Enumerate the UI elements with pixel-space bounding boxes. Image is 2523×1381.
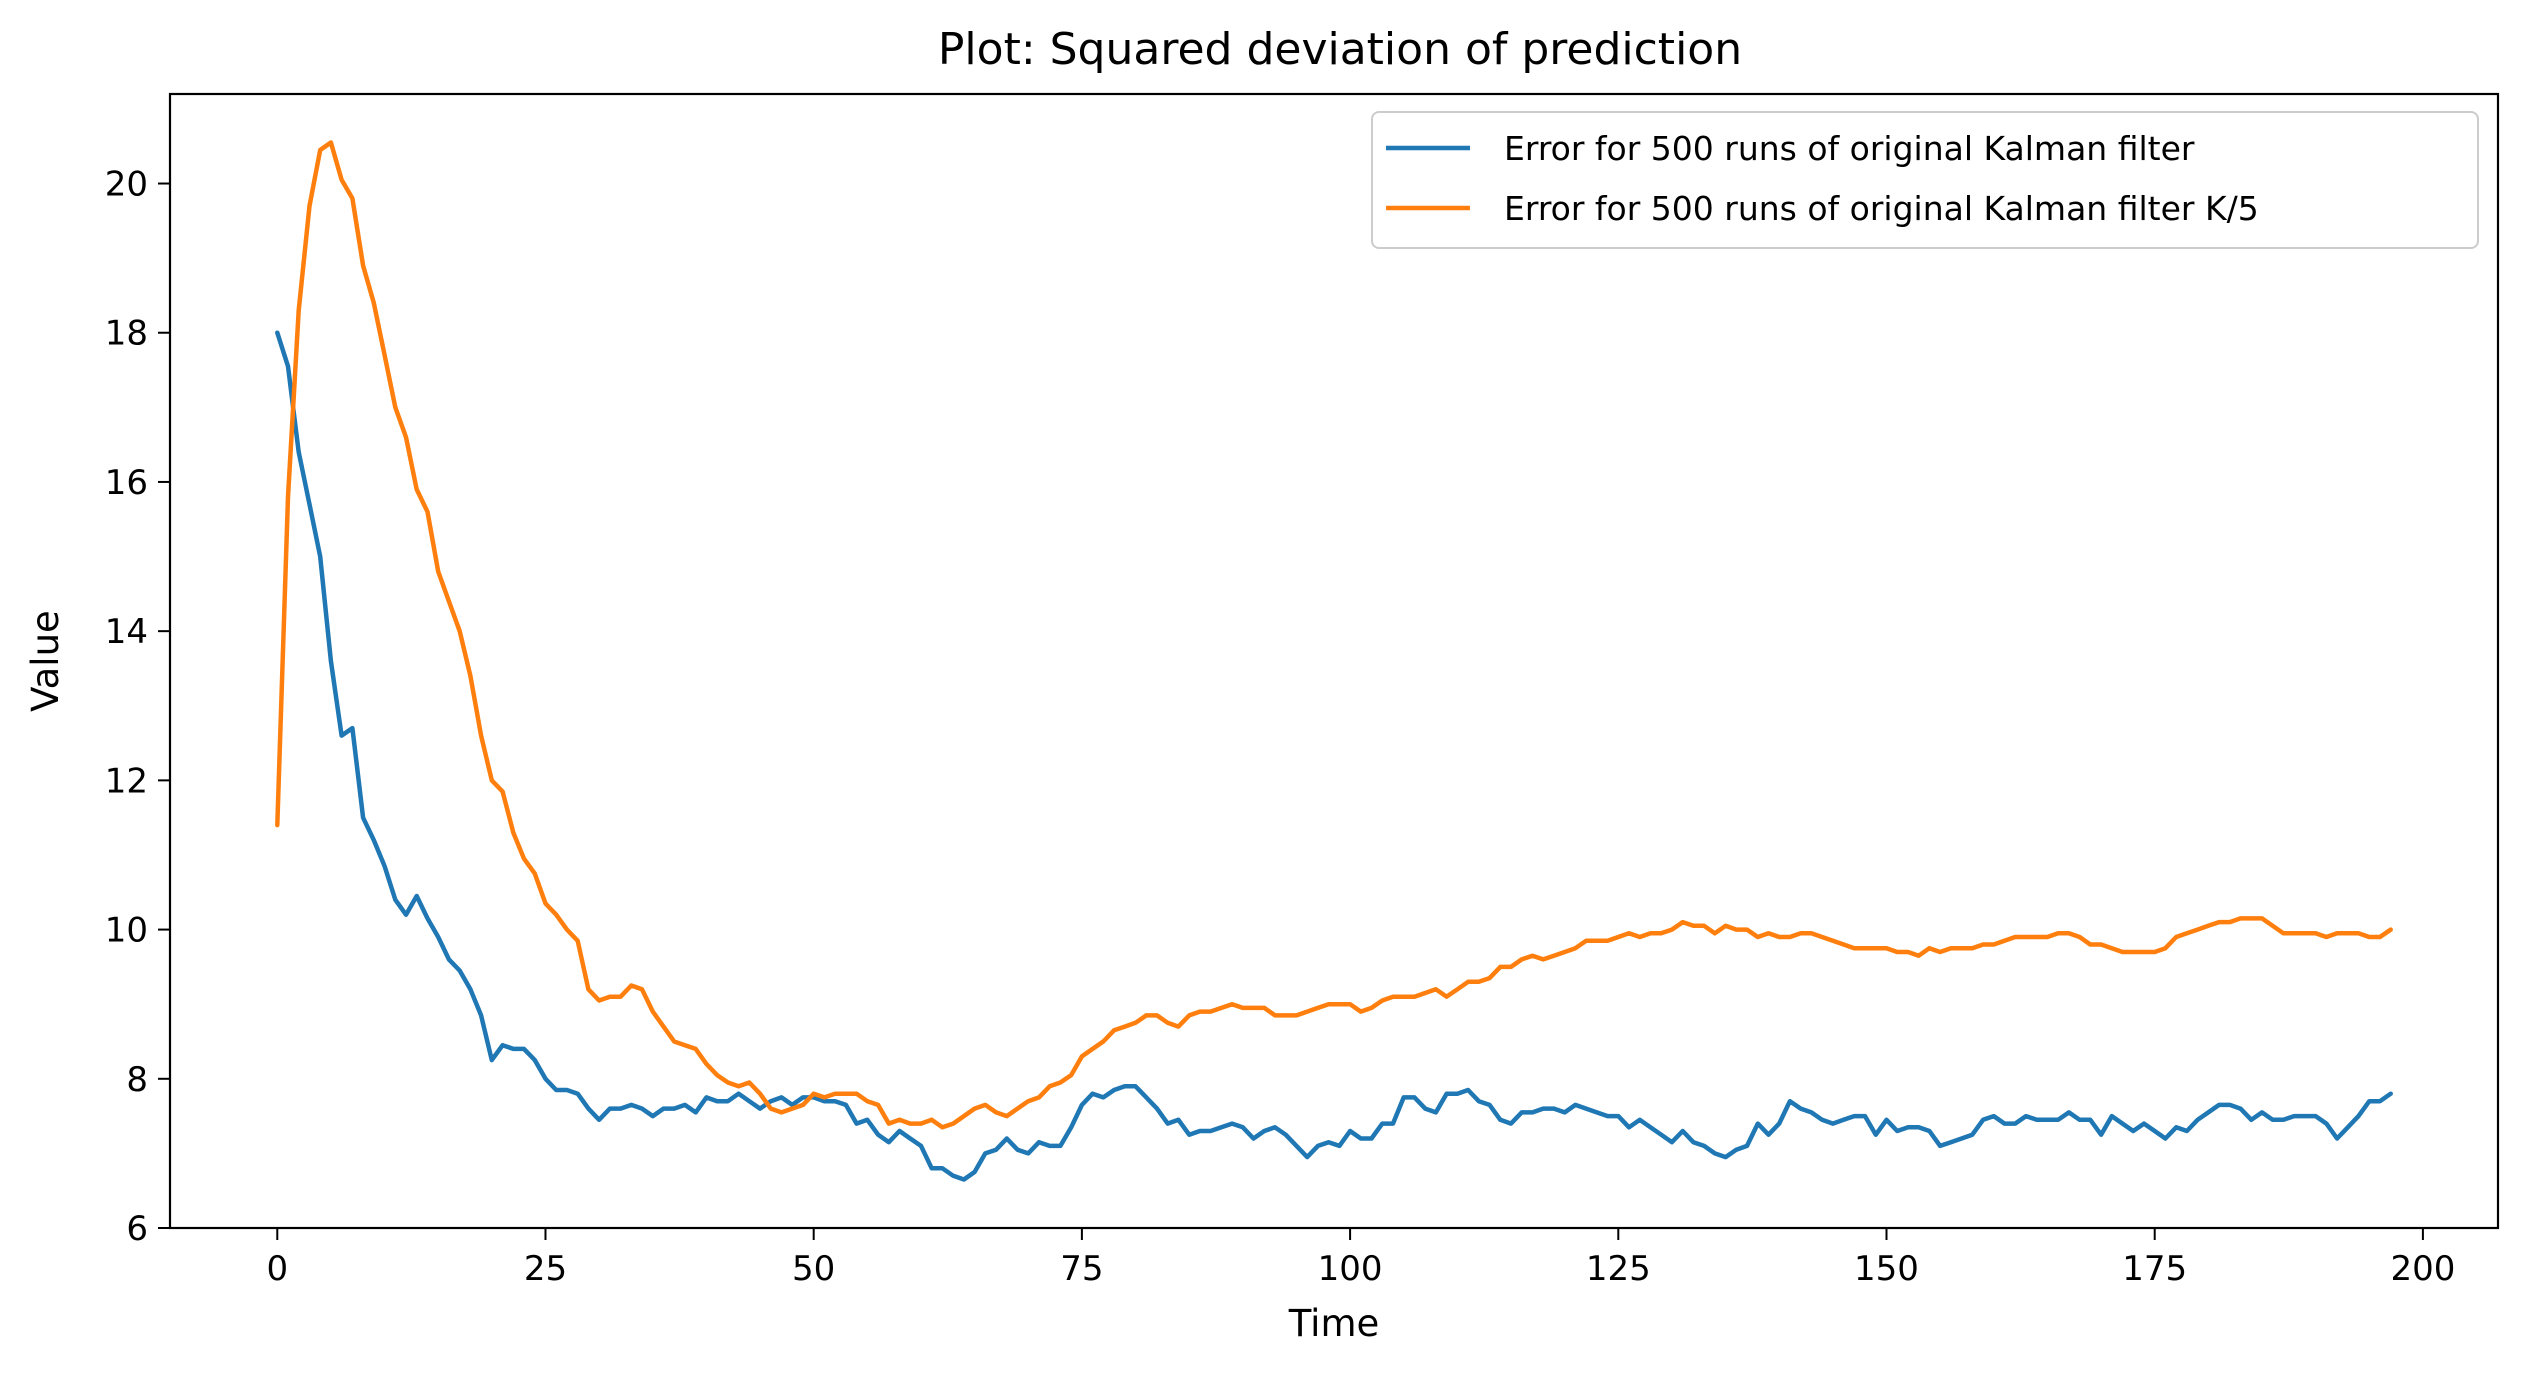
y-tick-label: 6 <box>126 1209 148 1249</box>
legend-box <box>1371 111 2479 249</box>
x-tick-label: 75 <box>1060 1249 1103 1289</box>
x-tick-label: 100 <box>1318 1249 1383 1289</box>
x-tick-label: 125 <box>1586 1249 1651 1289</box>
y-axis-label: Value <box>24 610 67 712</box>
legend: Error for 500 runs of original Kalman fi… <box>1371 111 2479 249</box>
y-tick-label: 8 <box>126 1060 148 1100</box>
x-tick-label: 25 <box>524 1249 567 1289</box>
y-tick-label: 18 <box>105 314 148 354</box>
x-axis-label: Time <box>1288 1302 1380 1345</box>
chart-title: Plot: Squared deviation of prediction <box>938 24 1742 75</box>
series-line-1 <box>275 330 2393 1182</box>
legend-label-1: Error for 500 runs of original Kalman fi… <box>1504 129 2195 168</box>
y-tick-label: 14 <box>105 612 148 652</box>
series-group <box>275 140 2393 1182</box>
x-tick-label: 0 <box>266 1249 288 1289</box>
x-tick-label: 150 <box>1854 1249 1919 1289</box>
y-axis: 6 8 10 12 14 16 18 20 <box>105 165 170 1249</box>
plot-frame <box>168 92 2500 1230</box>
x-axis: 0 25 50 75 100 125 150 175 200 <box>266 1228 2455 1289</box>
y-tick-label: 16 <box>105 463 148 503</box>
x-tick-label: 200 <box>2390 1249 2455 1289</box>
legend-label-2: Error for 500 runs of original Kalman fi… <box>1504 189 2259 228</box>
x-tick-label: 175 <box>2122 1249 2187 1289</box>
y-tick-label: 10 <box>105 911 148 951</box>
series-line-2 <box>275 140 2393 1130</box>
y-tick-label: 20 <box>105 165 148 205</box>
x-tick-label: 50 <box>792 1249 835 1289</box>
y-tick-label: 12 <box>105 761 148 801</box>
